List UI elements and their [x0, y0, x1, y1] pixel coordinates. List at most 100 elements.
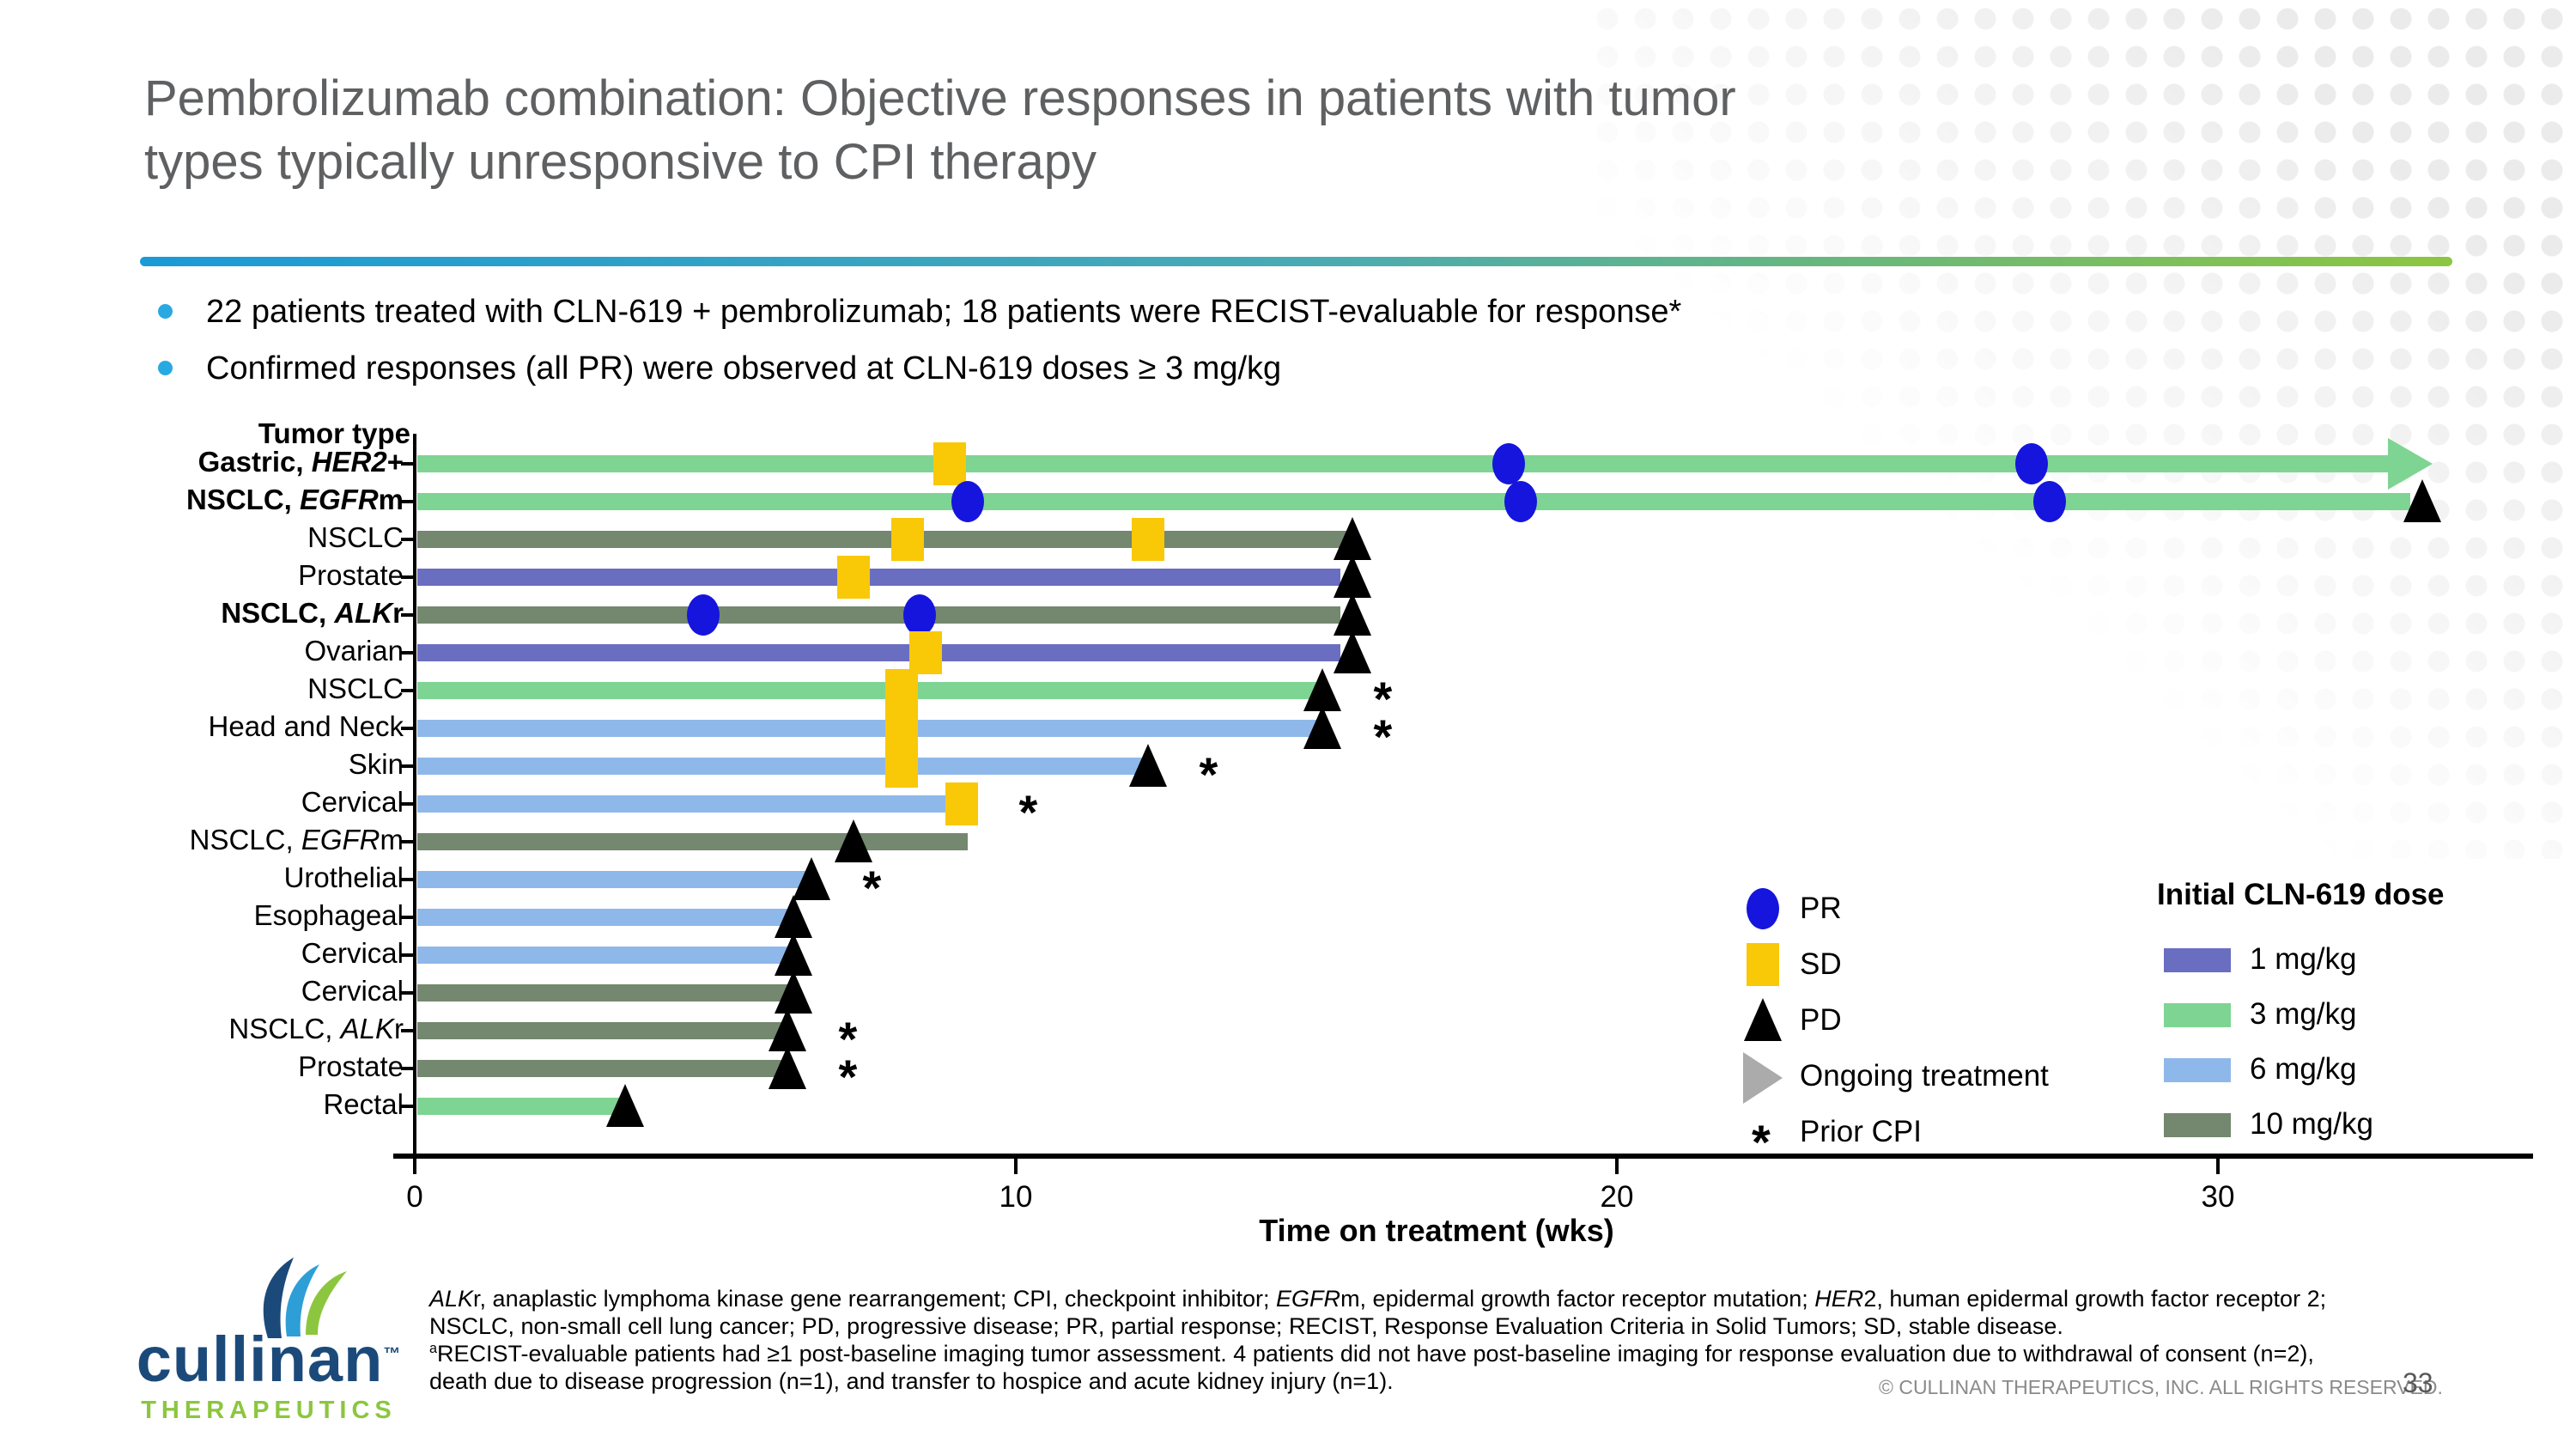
- pr-marker-icon: [1747, 888, 1779, 929]
- row-label: Urothelial: [283, 861, 404, 893]
- row-tick: [401, 1067, 413, 1070]
- sd-marker: [885, 669, 918, 712]
- row-tick: [401, 651, 413, 654]
- swimmer-bar: [417, 720, 1316, 737]
- sd-marker: [885, 745, 918, 788]
- pd-marker: [1303, 706, 1341, 749]
- dose-swatch: [2164, 1058, 2231, 1082]
- swimmer-bar: [417, 531, 1346, 548]
- row-label: NSCLC, ALKr: [228, 1013, 404, 1044]
- swimmer-bar: [417, 493, 2410, 510]
- pd-marker: [1129, 744, 1167, 787]
- x-axis-tick: [1014, 1159, 1018, 1174]
- sd-marker: [945, 782, 978, 825]
- pd-marker: [2403, 479, 2441, 522]
- bullet-item-1: 22 patients treated with CLN-619 + pembr…: [146, 294, 1681, 331]
- row-label: Skin: [348, 748, 404, 780]
- prior-cpi-asterisk: *: [838, 1050, 858, 1104]
- x-axis-tick: [413, 1159, 416, 1174]
- sd-marker: [837, 556, 870, 599]
- footnote-line: death due to disease progression (n=1), …: [429, 1368, 1394, 1394]
- row-tick: [401, 1105, 413, 1108]
- footnote-line: NSCLC, non-small cell lung cancer; PD, p…: [429, 1313, 2063, 1339]
- bullet-text: Confirmed responses (all PR) were observ…: [206, 350, 1282, 387]
- prior-cpi-asterisk: *: [838, 1012, 858, 1066]
- swimmer-bar: [417, 909, 793, 926]
- logo-tm: ™: [383, 1344, 402, 1364]
- sd-legend-label: SD: [1800, 947, 1842, 981]
- pr-marker: [687, 594, 720, 636]
- swimmer-bar: [417, 606, 1340, 624]
- x-axis-line: [393, 1154, 2533, 1159]
- copyright-text: © CULLINAN THERAPEUTICS, INC. ALL RIGHTS…: [1879, 1376, 2443, 1398]
- swimmer-bar: [417, 455, 2392, 472]
- ongoing-legend-label: Ongoing treatment: [1800, 1059, 2049, 1093]
- row-tick: [401, 727, 413, 730]
- swimmer-bar: [417, 1098, 619, 1115]
- page-number: 33: [2403, 1367, 2433, 1398]
- row-tick: [401, 953, 413, 957]
- x-axis-tick-label: 0: [406, 1180, 423, 1214]
- row-tick: [401, 500, 413, 503]
- row-tick: [401, 538, 413, 541]
- row-axis-title: Tumor type: [258, 417, 410, 449]
- sd-marker: [909, 631, 942, 674]
- prior-cpi-asterisk: *: [1199, 747, 1218, 801]
- row-label: NSCLC, EGFRm: [185, 484, 404, 515]
- pd-marker: [1334, 630, 1371, 673]
- row-label: Prostate: [298, 559, 404, 591]
- row-label: NSCLC: [307, 673, 404, 704]
- row-label: Prostate: [298, 1050, 404, 1082]
- swimmer-bar: [417, 871, 811, 888]
- swimmer-bar: [417, 758, 1142, 775]
- swimmer-bar: [417, 644, 1340, 661]
- x-axis-tick: [1615, 1159, 1619, 1174]
- swimmer-bar: [417, 947, 793, 964]
- row-label: Cervical: [301, 786, 404, 818]
- row-label: Esophageal: [253, 899, 404, 931]
- row-tick: [401, 1029, 413, 1032]
- row-tick: [401, 764, 413, 768]
- swimmer-bar: [417, 682, 1316, 699]
- row-label: Rectal: [323, 1088, 404, 1120]
- dose-legend-header: Initial CLN-619 dose: [2157, 878, 2445, 911]
- dose-label: 3 mg/kg: [2250, 997, 2357, 1031]
- page-title: Pembrolizumab combination: Objective res…: [144, 67, 2463, 194]
- swimmer-bar: [417, 984, 793, 1002]
- bullet-dot-icon: [158, 304, 173, 319]
- pd-marker: [1334, 555, 1371, 598]
- pd-marker: [775, 895, 812, 938]
- page-title-line1: Pembrolizumab combination: Objective res…: [144, 70, 1736, 126]
- footnote-line: ALKr, anaplastic lymphoma kinase gene re…: [429, 1286, 2327, 1312]
- x-axis-title: Time on treatment (wks): [1259, 1213, 1614, 1248]
- row-label: NSCLC: [307, 521, 404, 553]
- sd-marker-icon: [1747, 943, 1779, 986]
- dose-swatch: [2164, 1113, 2231, 1137]
- pd-marker: [775, 971, 812, 1014]
- prior-cpi-asterisk: *: [1373, 672, 1393, 726]
- dose-swatch: [2164, 1003, 2231, 1027]
- row-label: Head and Neck: [208, 710, 404, 742]
- bullet-text: 22 patients treated with CLN-619 + pembr…: [206, 294, 1682, 330]
- row-label: Cervical: [301, 937, 404, 969]
- sd-marker: [933, 442, 966, 485]
- pr-legend-label: PR: [1800, 892, 1842, 925]
- bullet-item-2: Confirmed responses (all PR) were observ…: [146, 350, 1281, 387]
- row-tick: [401, 840, 413, 843]
- prior-cpi-asterisk: *: [862, 861, 882, 915]
- pr-marker: [1492, 443, 1525, 484]
- logo-leaf-icon: [263, 1257, 347, 1338]
- prior-cpi-legend-label: Prior CPI: [1800, 1115, 1922, 1148]
- row-label: Cervical: [301, 975, 404, 1007]
- row-tick: [401, 991, 413, 995]
- pd-marker-icon: [1744, 998, 1782, 1041]
- sd-marker: [891, 518, 924, 561]
- swimmer-bar: [417, 569, 1340, 586]
- sd-marker: [885, 707, 918, 750]
- ongoing-arrow-icon: [1743, 1052, 1783, 1104]
- row-tick: [401, 613, 413, 617]
- pr-marker: [2033, 481, 2066, 522]
- dose-label: 10 mg/kg: [2250, 1107, 2373, 1141]
- pr-marker: [903, 594, 936, 636]
